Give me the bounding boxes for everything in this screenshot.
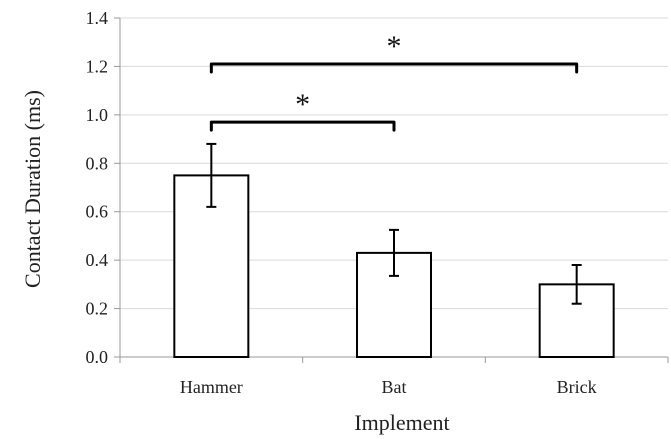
y-tick-label: 0.8 (86, 153, 109, 173)
y-tick-label: 0.6 (86, 202, 109, 222)
y-tick-labels: 0.0 0.2 0.4 0.6 0.8 1.0 1.2 1.4 (86, 8, 109, 367)
significance-star: * (387, 30, 402, 63)
x-tick-label: Hammer (180, 377, 243, 397)
error-bars (206, 142, 582, 305)
y-tick-label: 1.2 (86, 56, 109, 76)
x-tick-labels: Hammer Bat Brick (180, 377, 597, 397)
significance-bracket (209, 62, 579, 74)
x-tick-label: Brick (557, 377, 597, 397)
bars (173, 174, 615, 359)
x-tick-label: Bat (382, 377, 407, 397)
y-axis-title: Contact Duration (ms) (20, 90, 45, 288)
y-tick-label: 0.4 (86, 250, 109, 270)
significance-star: * (295, 88, 310, 121)
y-tick-label: 0.0 (86, 347, 109, 367)
y-tick-label: 1.0 (86, 105, 109, 125)
significance-brackets: ** (209, 30, 579, 132)
significance-bracket (209, 120, 396, 132)
y-tick-label: 0.2 (86, 299, 109, 319)
bar-hammer (173, 174, 250, 358)
x-axis-title: Implement (354, 410, 449, 435)
y-tick-label: 1.4 (86, 8, 109, 28)
